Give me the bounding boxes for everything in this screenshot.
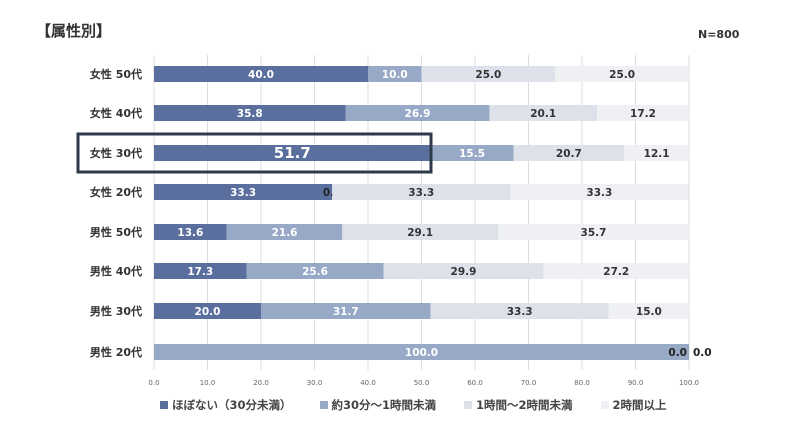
data-label: 20.0 bbox=[195, 306, 221, 318]
bar-segment bbox=[543, 263, 689, 279]
legend-item: 2時間以上 bbox=[600, 397, 667, 413]
bar-segment bbox=[596, 105, 689, 121]
legend-swatch bbox=[600, 401, 609, 409]
category-label: 女性 30代 bbox=[90, 146, 142, 160]
data-label: 10.0 bbox=[382, 69, 408, 81]
bar-segment bbox=[498, 224, 689, 240]
data-label: 29.9 bbox=[451, 266, 477, 278]
highlight-box bbox=[76, 132, 433, 174]
bar-segment bbox=[332, 184, 511, 200]
chart-title: 【属性別】 bbox=[36, 22, 112, 40]
data-label: 33.3 bbox=[230, 187, 256, 199]
data-label: 35.7 bbox=[581, 227, 607, 239]
data-label: 17.3 bbox=[187, 266, 213, 278]
bar-segment bbox=[154, 224, 227, 240]
data-label: 12.1 bbox=[644, 148, 670, 160]
x-tick-label: 100.0 bbox=[679, 379, 699, 387]
legend-item: 約30分～1時間未満 bbox=[319, 397, 437, 413]
bar-segment bbox=[154, 105, 346, 121]
category-label: 男性 40代 bbox=[90, 264, 142, 278]
bar-segment bbox=[261, 303, 431, 319]
data-label: 26.9 bbox=[405, 108, 431, 120]
legend-swatch bbox=[464, 401, 473, 409]
bar-segment bbox=[345, 105, 490, 121]
bar-segment bbox=[608, 303, 689, 319]
bar-segment bbox=[555, 66, 689, 82]
category-label: 女性 50代 bbox=[90, 67, 142, 81]
bar-segment bbox=[489, 105, 597, 121]
x-tick-label: 50.0 bbox=[414, 379, 430, 387]
data-label: 25.0 bbox=[609, 69, 635, 81]
bar-segment bbox=[430, 303, 609, 319]
bar-segment bbox=[246, 263, 384, 279]
bar-segment bbox=[510, 184, 689, 200]
legend-item: ほぼない（30分未満） bbox=[160, 397, 292, 413]
x-tick-label: 80.0 bbox=[574, 379, 590, 387]
data-label: 13.6 bbox=[177, 227, 203, 239]
category-label: 男性 50代 bbox=[90, 225, 142, 239]
bar-segment bbox=[154, 303, 261, 319]
data-label: 17.2 bbox=[630, 108, 656, 120]
sample-size: N=800 bbox=[698, 28, 740, 41]
bar-segment bbox=[430, 145, 514, 161]
x-tick-label: 90.0 bbox=[628, 379, 644, 387]
x-tick-label: 30.0 bbox=[307, 379, 323, 387]
data-label: 15.0 bbox=[636, 306, 662, 318]
data-label: 20.7 bbox=[556, 148, 582, 160]
x-tick-label: 70.0 bbox=[521, 379, 537, 387]
category-label: 男性 20代 bbox=[90, 345, 142, 359]
bar-segment bbox=[154, 344, 689, 360]
data-label: 0.0 bbox=[668, 347, 687, 359]
x-tick-label: 40.0 bbox=[360, 379, 376, 387]
bar-segment bbox=[154, 263, 247, 279]
x-tick-label: 20.0 bbox=[253, 379, 269, 387]
data-label: 0.0 bbox=[693, 347, 712, 359]
legend-swatch bbox=[160, 401, 168, 409]
data-label: 21.6 bbox=[272, 227, 298, 239]
legend-label: 2時間以上 bbox=[612, 398, 667, 412]
category-label: 男性 30代 bbox=[90, 304, 142, 318]
data-label: 100.0 bbox=[405, 347, 438, 359]
data-label: 33.3 bbox=[408, 187, 434, 199]
bar-segment bbox=[154, 145, 431, 161]
bar-segment bbox=[513, 145, 625, 161]
bar-segment bbox=[368, 66, 422, 82]
x-tick-label: 60.0 bbox=[467, 379, 483, 387]
legend-label: ほぼない（30分未満） bbox=[172, 398, 292, 412]
x-tick-label: 10.0 bbox=[200, 379, 216, 387]
x-tick-label: 0.0 bbox=[148, 379, 159, 387]
legend-label: 約30分～1時間未満 bbox=[331, 398, 437, 412]
data-label: 31.7 bbox=[333, 306, 359, 318]
data-label: 15.5 bbox=[459, 148, 485, 160]
data-label: 25.6 bbox=[302, 266, 328, 278]
bar-segment bbox=[383, 263, 544, 279]
data-label: 51.7 bbox=[274, 144, 311, 162]
bar-segment bbox=[154, 184, 333, 200]
category-label: 女性 20代 bbox=[90, 185, 142, 199]
data-label: 40.0 bbox=[248, 69, 274, 81]
legend-item: 1時間～2時間未満 bbox=[464, 397, 573, 413]
legend-label: 1時間～2時間未満 bbox=[476, 398, 573, 412]
data-label: 20.1 bbox=[530, 108, 556, 120]
bar-segment bbox=[226, 224, 343, 240]
legend-swatch bbox=[319, 401, 328, 409]
data-label: 33.3 bbox=[586, 187, 612, 199]
legend: ほぼない（30分未満） 約30分～1時間未満 1時間～2時間未満 2時間以上 bbox=[160, 397, 667, 413]
bar-segment bbox=[154, 66, 368, 82]
bar-segment bbox=[421, 66, 556, 82]
bar-segment bbox=[624, 145, 689, 161]
data-label: 35.8 bbox=[237, 108, 263, 120]
data-label: 33.3 bbox=[507, 306, 533, 318]
data-label: 25.0 bbox=[475, 69, 501, 81]
data-label: 29.1 bbox=[407, 227, 433, 239]
data-label: 27.2 bbox=[603, 266, 629, 278]
bar-segment bbox=[342, 224, 499, 240]
category-label: 女性 40代 bbox=[90, 106, 142, 120]
